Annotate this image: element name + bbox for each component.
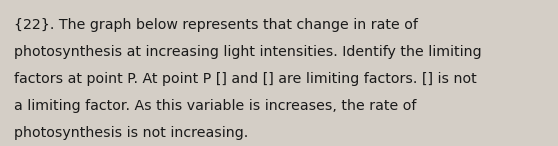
Text: factors at point P. At point P [] and [] are limiting factors. [] is not: factors at point P. At point P [] and []… [14,72,477,86]
Text: photosynthesis at increasing light intensities. Identify the limiting: photosynthesis at increasing light inten… [14,45,482,59]
Text: {22}. The graph below represents that change in rate of: {22}. The graph below represents that ch… [14,18,418,32]
Text: photosynthesis is not increasing.: photosynthesis is not increasing. [14,126,248,140]
Text: a limiting factor. As this variable is increases, the rate of: a limiting factor. As this variable is i… [14,99,416,113]
